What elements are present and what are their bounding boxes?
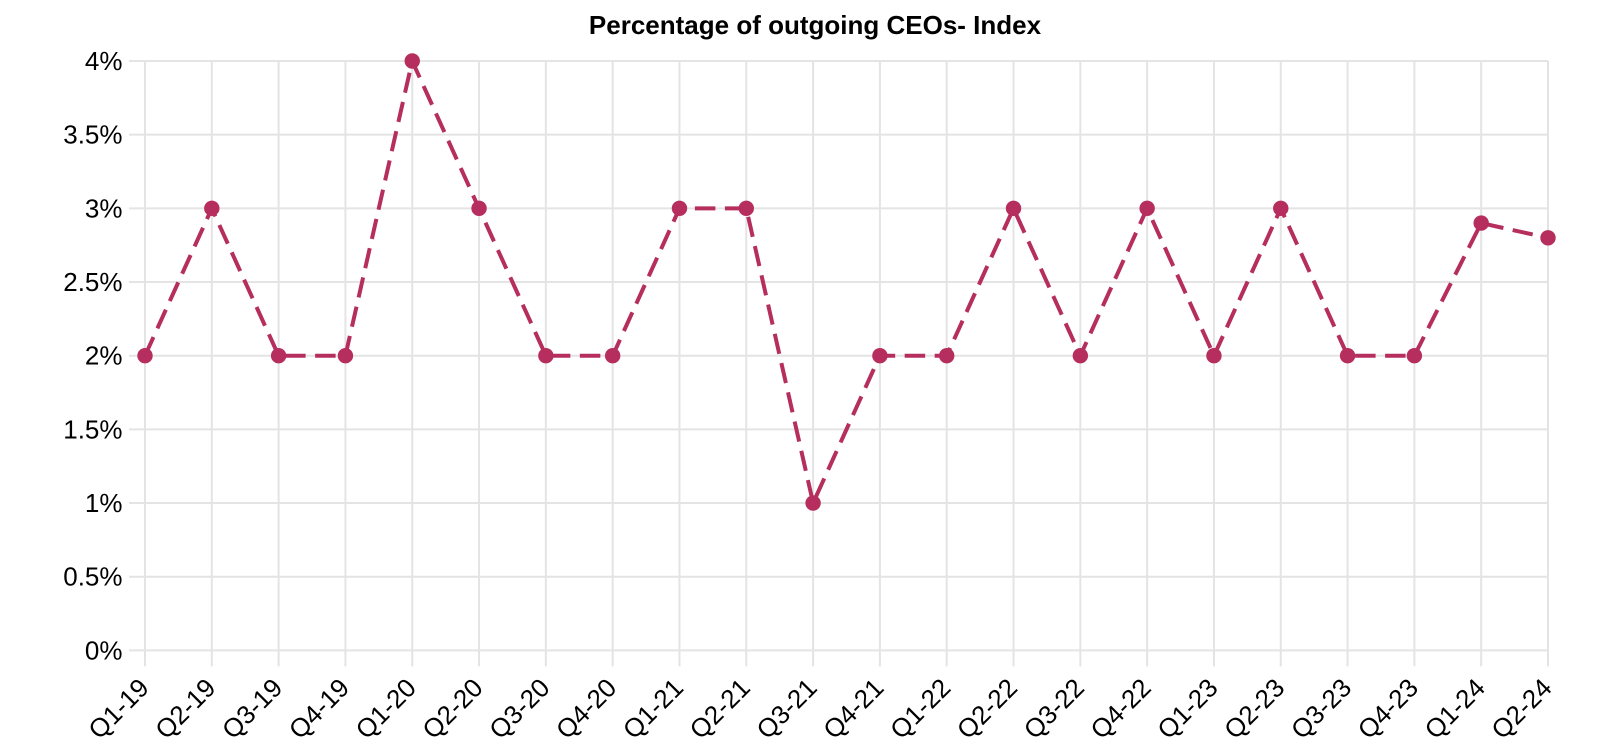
- x-axis-tick-label: Q2-22: [951, 672, 1023, 744]
- x-axis-tick-label: Q1-22: [884, 672, 956, 744]
- data-point: [1273, 200, 1289, 217]
- x-axis-tick-label: Q1-24: [1418, 672, 1490, 744]
- x-axis-tick-label: Q4-22: [1084, 672, 1156, 744]
- x-axis-tick-label: Q1-23: [1151, 672, 1223, 744]
- y-axis-tick-label: 1.5%: [63, 414, 122, 444]
- data-point: [1206, 348, 1222, 364]
- data-point: [1473, 215, 1489, 231]
- y-axis-tick-label: 3%: [85, 193, 123, 223]
- data-point: [872, 348, 888, 364]
- x-axis-tick-label: Q3-20: [483, 672, 555, 744]
- x-axis-tick-label: Q4-20: [550, 672, 622, 744]
- data-point: [538, 348, 554, 364]
- data-point: [337, 348, 354, 364]
- x-axis-tick-label: Q2-19: [149, 672, 221, 744]
- data-point: [805, 495, 821, 511]
- y-gridlines: [129, 60, 1548, 652]
- x-axis-tick-label: Q3-23: [1285, 672, 1357, 744]
- x-axis-tick-label: Q3-22: [1018, 672, 1090, 744]
- y-axis-tick-label: 0%: [85, 635, 123, 665]
- y-axis-tick-label: 0.5%: [63, 562, 122, 592]
- data-point: [671, 200, 688, 217]
- chart-title: Percentage of outgoing CEOs- Index: [589, 10, 1042, 40]
- data-point: [137, 348, 153, 364]
- y-axis-labels: 0% 0.5% 1% 1.5% 2% 2.5% 3% 3.5% 4%: [63, 46, 122, 665]
- x-axis-tick-label: Q3-21: [750, 672, 822, 744]
- data-point: [404, 53, 420, 69]
- x-axis-tick-label: Q2-23: [1218, 672, 1290, 744]
- x-axis-labels: Q1-19Q2-19Q3-19Q4-19Q1-20Q2-20Q3-20Q4-20…: [82, 672, 1557, 744]
- y-axis-tick-label: 2.5%: [63, 267, 122, 297]
- data-point: [738, 200, 754, 217]
- data-point: [1406, 348, 1423, 364]
- data-series: [137, 53, 1556, 511]
- data-point: [1139, 200, 1155, 217]
- data-point: [1339, 348, 1356, 364]
- x-axis-tick-label: Q3-19: [216, 672, 288, 744]
- x-gridlines: [144, 61, 1549, 667]
- x-axis-tick-label: Q4-23: [1352, 672, 1424, 744]
- x-axis-tick-label: Q4-21: [817, 672, 889, 744]
- x-axis-tick-label: Q4-19: [283, 672, 355, 744]
- x-axis-tick-label: Q2-24: [1485, 672, 1557, 744]
- y-axis-tick-label: 3.5%: [63, 120, 122, 150]
- x-axis-tick-label: Q1-20: [350, 672, 422, 744]
- data-line: [143, 54, 1549, 510]
- x-axis-tick-label: Q1-21: [617, 672, 689, 744]
- x-axis-tick-label: Q1-19: [82, 672, 154, 744]
- data-point: [939, 348, 955, 364]
- data-point: [1005, 200, 1022, 217]
- data-point: [270, 348, 287, 364]
- y-axis-tick-label: 4%: [85, 46, 123, 76]
- data-point: [604, 348, 621, 364]
- data-point: [471, 200, 487, 217]
- data-point: [1072, 348, 1089, 364]
- y-axis-tick-label: 1%: [85, 488, 123, 518]
- y-axis-tick-label: 2%: [85, 341, 123, 371]
- data-point: [204, 200, 220, 217]
- x-axis-tick-label: Q2-21: [684, 672, 756, 744]
- x-axis-tick-label: Q2-20: [416, 672, 488, 744]
- data-point: [1540, 230, 1556, 246]
